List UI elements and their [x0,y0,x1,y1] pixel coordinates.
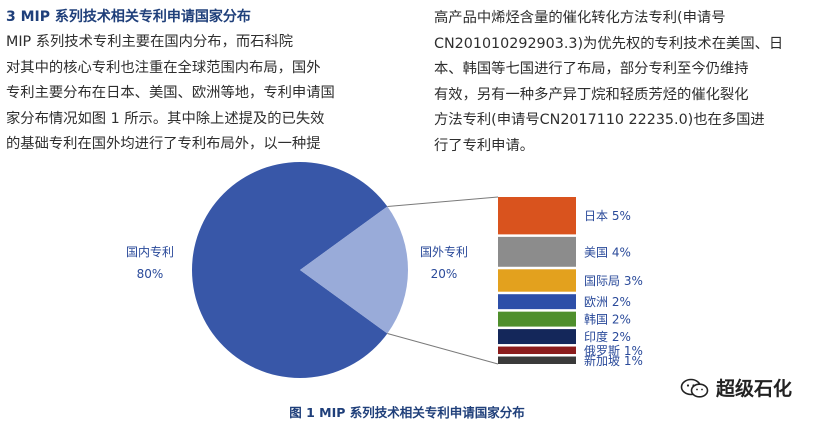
breakdown-label: 美国 4% [584,245,631,259]
watermark-text: 超级石化 [716,378,793,400]
pie-slice-foreign [300,206,409,334]
pie-label-domestic: 国内专利 [126,244,174,259]
watermark: 超级石化 [680,374,792,401]
breakdown-label: 国际局 3% [584,274,643,288]
paragraph-line: 家分布情况如图 1 所示。其中除上述提及的已失效 [6,110,325,127]
breakdown-label: 印度 2% [584,329,631,344]
pie-slice-domestic [192,162,388,378]
breakdown-label: 日本 5% [584,209,631,223]
patent-distribution-chart: 国内专利 80% 国外专利 20% 日本 5% 美国 4% 国际局 3% 欧洲 2% 韩国 2%… [126,162,643,378]
paragraph-line: 方法专利(申请号CN2017110 22235.0)也在多国进 [434,112,765,128]
figure-caption: 图 1 MIP 系列技术相关专利申请国家分布 [289,405,525,420]
paragraph-line: 高产品中烯烃含量的催化转化方法专利(申请号 [434,10,726,26]
breakdown-segment [498,329,576,345]
pie-value-domestic: 80% [137,267,164,281]
breakdown-label: 新加坡 1% [584,353,643,368]
connector-line-bottom [387,332,499,365]
pie-value-foreign: 20% [431,267,458,281]
pie-label-foreign: 国外专利 [420,244,468,259]
paragraph-line: 专利主要分布在日本、美国、欧洲等地，专利申请国 [6,85,335,101]
right-paragraph: 高产品中烯烃含量的催化转化方法专利(申请号 CN201010292903.3)为… [434,6,810,159]
paragraph-line: 的基础专利在国外均进行了专利布局外，以一种提 [6,136,321,152]
paragraph-line: 对其中的核心专利也注重在全球范围内布局，国外 [6,59,321,76]
connector-line-top [387,196,499,208]
breakdown-label: 韩国 2% [584,312,631,327]
wechat-icon [680,378,709,398]
paragraph-line: 本、韩国等七国进行了布局，部分专利至今仍维持 [434,61,749,77]
breakdown-segment [498,356,576,364]
breakdown-segment [498,269,576,292]
breakdown-label: 欧洲 2% [584,295,631,309]
breakdown-segment [498,311,576,327]
breakdown-label: 俄罗斯 1% [584,344,643,358]
breakdown-segment [498,236,576,267]
paragraph-line: MIP 系列技术专利主要在国内分布，而石科院 [6,34,294,50]
breakdown-segment [498,197,576,235]
paragraph-line: 有效，另有一种多产异丁烷和轻质芳烃的催化裂化 [434,86,749,103]
left-paragraph: MIP 系列技术专利主要在国内分布，而石科院 对其中的核心专利也注重在全球范围内… [6,30,396,158]
breakdown-segment [498,294,576,310]
breakdown-segment [498,346,576,355]
paragraph-line: 行了专利申请。 [434,137,535,154]
paragraph-line: CN201010292903.3)为优先权的专利技术在美国、日 [434,35,784,52]
section-heading: 3 MIP 系列技术相关专利申请国家分布 [6,9,251,25]
